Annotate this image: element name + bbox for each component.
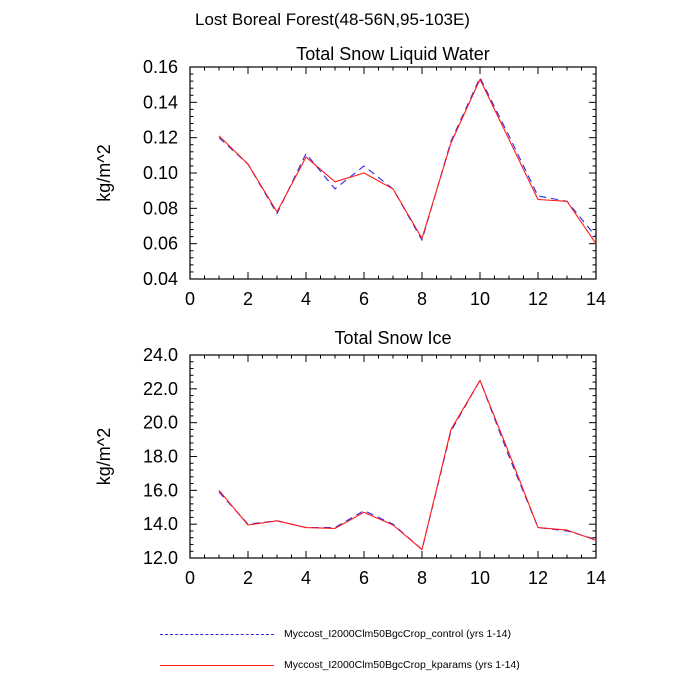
panel2-title: Total Snow Ice <box>334 328 451 348</box>
panel2-y-tick-label: 18.0 <box>143 447 178 467</box>
panel2-series-control-line <box>218 379 597 551</box>
panel2-x-tick-label: 0 <box>185 568 195 588</box>
panel1-title: Total Snow Liquid Water <box>296 44 489 64</box>
panel1-x-tick-label: 4 <box>301 289 311 309</box>
legend-swatch-control <box>160 634 274 635</box>
panel2-y-tick-label: 14.0 <box>143 514 178 534</box>
panel1-series-control-line <box>218 77 597 241</box>
panel2-x-tick-label: 14 <box>586 568 606 588</box>
panel1-x-tick-label: 14 <box>586 289 606 309</box>
panel2-x-tick-label: 6 <box>359 568 369 588</box>
panel1-x-tick-label: 10 <box>470 289 490 309</box>
panel2-x-tick-label: 2 <box>243 568 253 588</box>
panel2-series-kparams-line <box>218 379 597 551</box>
panel2-x-tick-label: 10 <box>470 568 490 588</box>
panel2-y-tick-label: 24.0 <box>143 345 178 365</box>
figure-title: Lost Boreal Forest(48-56N,95-103E) <box>195 10 470 29</box>
panel2-x-tick-label: 8 <box>417 568 427 588</box>
panel2-x-tick-label: 12 <box>528 568 548 588</box>
panel1-y-tick-label: 0.16 <box>143 57 178 77</box>
panel1-x-tick-label: 2 <box>243 289 253 309</box>
panel1-y-tick-label: 0.08 <box>143 198 178 218</box>
legend-label-kparams: Myccost_I2000Clm50BgcCrop_kparams (yrs 1… <box>284 659 520 671</box>
panel2-y-tick-label: 22.0 <box>143 379 178 399</box>
legend-label-control: Myccost_I2000Clm50BgcCrop_control (yrs 1… <box>284 628 512 640</box>
panel1-y-tick-label: 0.12 <box>143 128 178 148</box>
panel1-x-tick-label: 12 <box>528 289 548 309</box>
panel1-y-tick-label: 0.04 <box>143 269 178 289</box>
panel2-y-tick-label: 20.0 <box>143 413 178 433</box>
legend-swatch-kparams <box>160 665 274 666</box>
panel1-plot-frame <box>189 66 597 280</box>
panel2-x-tick-label: 4 <box>301 568 311 588</box>
panel1-y-axis-label: kg/m^2 <box>94 144 114 201</box>
panel1-series-kparams-line <box>218 78 597 244</box>
panel2-plot-frame <box>189 354 597 559</box>
panel1-y-tick-label: 0.14 <box>143 92 178 112</box>
panel1-x-tick-label: 0 <box>185 289 195 309</box>
panel1-x-tick-label: 6 <box>359 289 369 309</box>
panel2-y-tick-label: 12.0 <box>143 548 178 568</box>
panel1-y-tick-label: 0.10 <box>143 163 178 183</box>
panel2-y-tick-label: 16.0 <box>143 480 178 500</box>
panel1-y-tick-label: 0.06 <box>143 234 178 254</box>
panel2-y-axis-label: kg/m^2 <box>94 428 114 485</box>
panel1-x-tick-label: 8 <box>417 289 427 309</box>
